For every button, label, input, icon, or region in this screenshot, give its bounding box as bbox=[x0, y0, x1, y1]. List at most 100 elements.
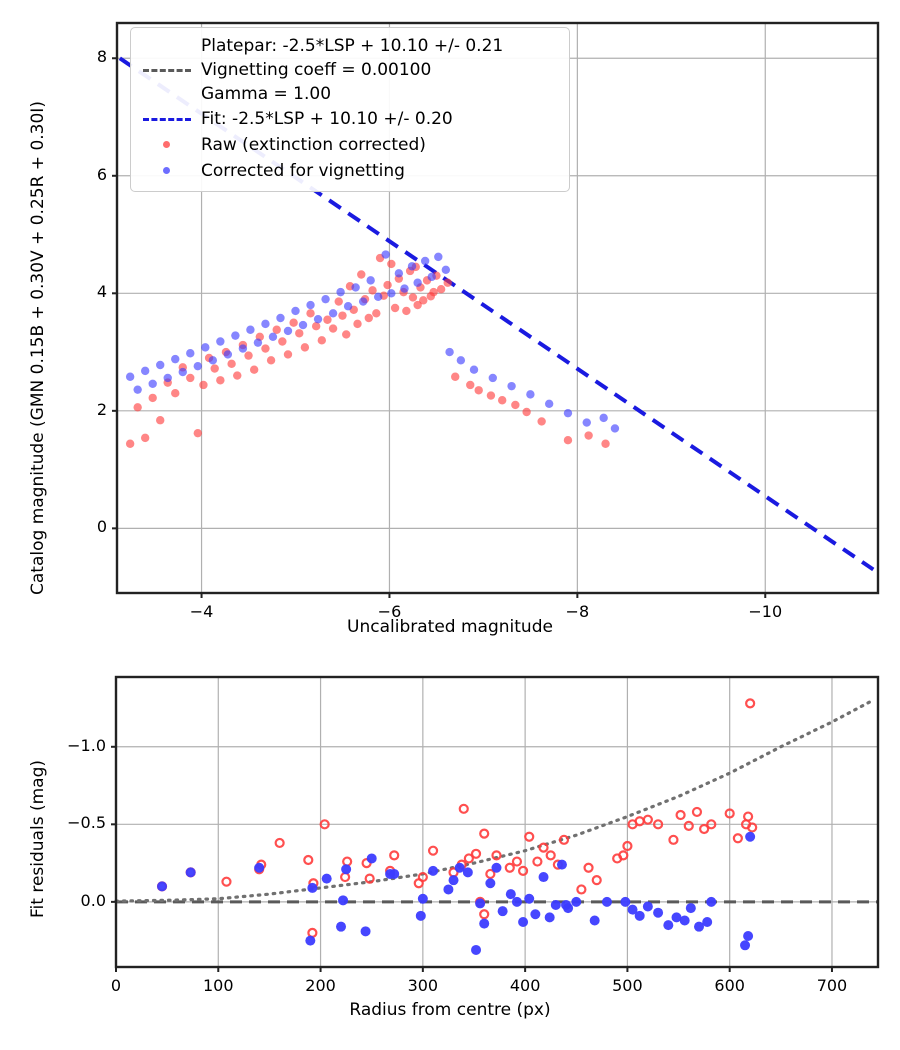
data-point bbox=[488, 373, 498, 383]
data-point bbox=[679, 915, 690, 926]
data-point bbox=[193, 361, 202, 371]
legend-label-vignetting-coeff: Vignetting coeff = 0.00100 bbox=[201, 60, 432, 80]
data-point bbox=[618, 850, 629, 861]
x-tick-label-neg4: −4 bbox=[189, 602, 214, 621]
data-point bbox=[342, 330, 351, 339]
data-point bbox=[210, 364, 219, 373]
data-point bbox=[445, 347, 454, 357]
data-point bbox=[706, 896, 717, 907]
data-point bbox=[462, 867, 473, 878]
data-point bbox=[507, 381, 516, 391]
data-point bbox=[663, 920, 674, 931]
data-point bbox=[458, 803, 469, 814]
data-point bbox=[530, 909, 541, 920]
data-point bbox=[511, 400, 520, 410]
data-point bbox=[558, 834, 570, 845]
data-point bbox=[353, 319, 362, 329]
bottom-panel-y-axis-label: Fit residuals (mag) bbox=[28, 760, 48, 918]
data-point bbox=[305, 935, 316, 946]
data-point bbox=[163, 373, 172, 383]
data-point bbox=[373, 292, 383, 302]
x-tick-label-700: 700 bbox=[816, 976, 848, 995]
data-point bbox=[133, 385, 142, 394]
x-tick-label-300: 300 bbox=[407, 976, 439, 995]
data-point bbox=[456, 356, 466, 365]
data-point bbox=[522, 407, 531, 417]
data-point bbox=[193, 428, 202, 438]
x-tick-label-600: 600 bbox=[714, 976, 745, 995]
data-point bbox=[474, 386, 483, 395]
data-point bbox=[475, 898, 486, 909]
data-point bbox=[576, 884, 587, 895]
data-point bbox=[668, 834, 679, 845]
data-point bbox=[249, 365, 259, 374]
data-point bbox=[504, 862, 515, 873]
data-point bbox=[125, 439, 135, 448]
x-tick-label-0: 0 bbox=[110, 976, 122, 995]
data-point bbox=[524, 893, 535, 904]
plot-background bbox=[116, 677, 878, 967]
data-point bbox=[642, 814, 653, 825]
data-point bbox=[417, 871, 428, 883]
data-point bbox=[171, 354, 180, 364]
x-tick-label-200: 200 bbox=[305, 976, 336, 995]
data-point bbox=[338, 311, 347, 320]
data-point bbox=[702, 917, 713, 928]
data-point bbox=[732, 833, 743, 844]
y-tick-label-4: 4 bbox=[96, 282, 107, 302]
data-point bbox=[223, 350, 233, 359]
data-point bbox=[526, 390, 535, 399]
series-raw-extinction-corrected- bbox=[156, 698, 758, 938]
x-tick-label-neg6: −6 bbox=[377, 602, 402, 621]
data-point bbox=[563, 436, 573, 445]
data-point bbox=[408, 293, 418, 302]
data-point bbox=[694, 921, 705, 932]
data-point bbox=[486, 391, 496, 400]
data-point bbox=[300, 343, 310, 352]
x-tick-label-neg10: −10 bbox=[748, 602, 783, 621]
data-point bbox=[470, 848, 482, 859]
top-panel-x-axis-label: Uncalibrated magnitude bbox=[347, 617, 553, 637]
data-point bbox=[306, 309, 315, 318]
data-point bbox=[699, 823, 710, 835]
data-point bbox=[537, 417, 546, 426]
data-point bbox=[685, 903, 696, 914]
data-point bbox=[469, 365, 479, 374]
data-point bbox=[321, 294, 330, 304]
data-point bbox=[201, 343, 210, 352]
data-point bbox=[745, 831, 756, 842]
data-point bbox=[441, 265, 451, 275]
data-point bbox=[491, 862, 502, 873]
y-tick-label-0: 0 bbox=[96, 517, 107, 537]
data-point bbox=[448, 875, 459, 886]
data-point bbox=[261, 319, 270, 329]
data-point bbox=[691, 806, 703, 818]
data-point bbox=[185, 867, 196, 878]
data-point bbox=[351, 283, 360, 292]
legend-entry-platepar: Platepar: -2.5*LSP + 10.10 +/- 0.21 Vign… bbox=[141, 34, 559, 106]
data-point bbox=[413, 300, 422, 310]
data-point bbox=[323, 315, 332, 324]
data-point bbox=[368, 286, 377, 295]
data-point bbox=[538, 842, 549, 853]
data-point bbox=[454, 862, 465, 873]
data-point bbox=[268, 332, 278, 341]
data-point bbox=[463, 853, 474, 864]
data-point bbox=[427, 272, 436, 282]
data-point bbox=[261, 344, 270, 353]
data-point bbox=[238, 344, 248, 353]
legend-entry-raw: Raw (extinction corrected) bbox=[141, 132, 559, 158]
data-point bbox=[328, 324, 338, 333]
legend-entry-fit: Fit: -2.5*LSP + 10.10 +/- 0.20 bbox=[141, 106, 559, 132]
data-point bbox=[413, 278, 422, 287]
data-point bbox=[601, 439, 610, 448]
data-point bbox=[246, 325, 255, 334]
legend-label-fit: Fit: -2.5*LSP + 10.10 +/- 0.20 bbox=[201, 109, 453, 129]
data-point bbox=[511, 856, 523, 867]
vignetting-model-curve bbox=[114, 698, 875, 903]
data-point bbox=[266, 356, 276, 365]
data-point bbox=[505, 889, 516, 900]
data-point bbox=[479, 909, 490, 920]
data-point bbox=[747, 822, 758, 833]
data-point bbox=[199, 380, 208, 390]
